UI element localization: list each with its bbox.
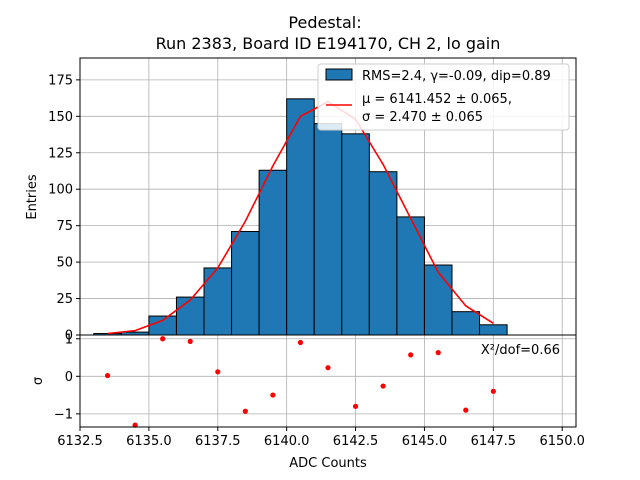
histogram-y-tick-label: 125	[48, 146, 73, 161]
residual-panel: −101 6132.5 6135.0 6137.5 6140.0 6142.5 6145.…	[31, 332, 585, 471]
histogram-bar	[396, 216, 425, 336]
residual-axes-frame	[79, 334, 577, 428]
histogram-y-label: Entries	[25, 174, 40, 220]
histogram-bars	[93, 98, 508, 336]
residual-point	[435, 350, 441, 356]
histogram-bar	[368, 171, 398, 336]
residual-y-tick-label: −1	[54, 407, 73, 422]
residual-points	[104, 336, 496, 428]
histogram-y-tick-label: 100	[48, 183, 73, 198]
histogram-panel: 0 25 50 75 100 125 150 175 Entries RMS=2.4, γ=-…	[25, 57, 577, 344]
residual-point	[490, 388, 496, 394]
residual-point	[352, 403, 359, 409]
residual-point	[132, 422, 138, 428]
legend: RMS=2.4, γ=-0.09, dip=0.89 μ = 6141.452 …	[317, 63, 570, 131]
legend-fit-mu: μ = 6141.452 ± 0.065,	[362, 92, 512, 107]
residual-point	[160, 336, 166, 342]
histogram-bar	[341, 133, 370, 336]
fit-curve-group	[107, 100, 494, 335]
chart-title-line2: Run 2383, Board ID E194170, CH 2, lo gai…	[156, 34, 501, 53]
x-tick-label: 6132.5	[57, 434, 103, 449]
residual-point	[380, 383, 386, 389]
residual-point	[463, 407, 469, 413]
x-tick-label: 6150.0	[539, 434, 585, 449]
histogram-bar	[175, 296, 205, 336]
chart-title-line1: Pedestal:	[288, 13, 361, 32]
residual-point	[408, 352, 414, 358]
histogram-bar	[313, 123, 343, 336]
histogram-bar	[148, 315, 177, 336]
residual-annotation: X²/dof=0.66	[481, 343, 560, 358]
x-tick-label: 6135.0	[126, 434, 172, 449]
legend-box	[317, 63, 570, 131]
residual-point	[104, 372, 111, 379]
legend-hist-swatch	[325, 68, 353, 81]
histogram-bar	[479, 324, 508, 336]
histogram-bar	[423, 264, 453, 336]
residual-point	[215, 369, 221, 375]
x-tick-label: 6137.5	[195, 434, 241, 449]
residual-point	[270, 392, 276, 398]
residual-y-tick-label: 0	[65, 370, 73, 385]
histogram-y-tick-label: 0	[65, 329, 73, 344]
x-tick-label: 6140.0	[264, 434, 310, 449]
residual-point	[297, 339, 304, 346]
histogram-y-tick-label: 75	[56, 219, 73, 234]
x-axis-label: ADC Counts	[289, 456, 367, 471]
histogram-y-tick-label: 150	[48, 110, 73, 125]
histogram-bar	[451, 311, 481, 336]
residual-y-label: σ	[31, 377, 46, 385]
residual-y-ticks: −101	[54, 332, 80, 422]
x-tick-label: 6142.5	[333, 434, 379, 449]
x-tick-label: 6145.0	[402, 434, 448, 449]
histogram-bar	[258, 169, 288, 336]
x-tick-label: 6147.5	[471, 434, 517, 449]
histogram-y-ticks: 0 25 50 75 100 125 150 175	[48, 73, 80, 344]
legend-fit-sigma: σ = 2.470 ± 0.065	[362, 110, 483, 125]
residual-point	[325, 365, 331, 371]
residual-y-tick-label: 1	[65, 332, 73, 347]
residual-point	[187, 338, 193, 344]
fit-curve-line	[107, 100, 494, 335]
residual-point	[242, 408, 248, 414]
histogram-y-tick-label: 175	[48, 73, 73, 88]
legend-hist-label: RMS=2.4, γ=-0.09, dip=0.89	[362, 69, 551, 84]
histogram-y-tick-label: 50	[56, 256, 73, 271]
histogram-y-tick-label: 25	[56, 292, 73, 307]
residual-x-ticks: 6132.5 6135.0 6137.5 6140.0 6142.5 6145.0 6147…	[57, 427, 585, 449]
histogram-bar	[231, 230, 260, 336]
